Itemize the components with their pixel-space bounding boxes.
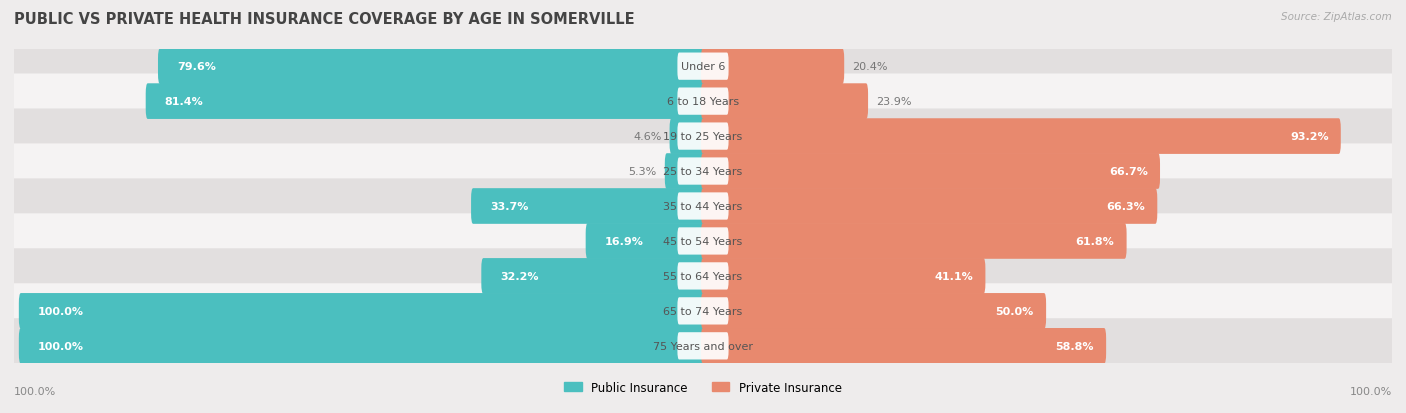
- FancyBboxPatch shape: [471, 189, 704, 224]
- Text: 35 to 44 Years: 35 to 44 Years: [664, 202, 742, 211]
- Text: Under 6: Under 6: [681, 62, 725, 72]
- FancyBboxPatch shape: [13, 179, 1393, 234]
- FancyBboxPatch shape: [678, 123, 728, 150]
- FancyBboxPatch shape: [702, 49, 844, 85]
- Text: 5.3%: 5.3%: [628, 166, 657, 177]
- Text: 50.0%: 50.0%: [995, 306, 1033, 316]
- FancyBboxPatch shape: [678, 193, 728, 220]
- Text: Source: ZipAtlas.com: Source: ZipAtlas.com: [1281, 12, 1392, 22]
- Text: 100.0%: 100.0%: [1350, 387, 1392, 396]
- Text: 100.0%: 100.0%: [38, 306, 84, 316]
- Text: 33.7%: 33.7%: [491, 202, 529, 211]
- Text: 25 to 34 Years: 25 to 34 Years: [664, 166, 742, 177]
- Text: 19 to 25 Years: 19 to 25 Years: [664, 132, 742, 142]
- FancyBboxPatch shape: [678, 332, 728, 360]
- FancyBboxPatch shape: [702, 189, 1157, 224]
- FancyBboxPatch shape: [13, 40, 1393, 95]
- FancyBboxPatch shape: [702, 119, 1341, 154]
- FancyBboxPatch shape: [586, 223, 704, 259]
- Text: 66.3%: 66.3%: [1107, 202, 1144, 211]
- FancyBboxPatch shape: [13, 249, 1393, 304]
- Text: 55 to 64 Years: 55 to 64 Years: [664, 271, 742, 281]
- FancyBboxPatch shape: [678, 158, 728, 185]
- FancyBboxPatch shape: [13, 109, 1393, 164]
- FancyBboxPatch shape: [678, 263, 728, 290]
- Text: 79.6%: 79.6%: [177, 62, 217, 72]
- FancyBboxPatch shape: [702, 293, 1046, 329]
- FancyBboxPatch shape: [146, 84, 704, 120]
- Text: 93.2%: 93.2%: [1289, 132, 1329, 142]
- FancyBboxPatch shape: [678, 53, 728, 81]
- Text: 23.9%: 23.9%: [876, 97, 911, 107]
- FancyBboxPatch shape: [157, 49, 704, 85]
- Text: 66.7%: 66.7%: [1109, 166, 1147, 177]
- FancyBboxPatch shape: [481, 259, 704, 294]
- FancyBboxPatch shape: [678, 228, 728, 255]
- FancyBboxPatch shape: [702, 84, 868, 120]
- Text: 4.6%: 4.6%: [633, 132, 661, 142]
- FancyBboxPatch shape: [665, 154, 704, 190]
- FancyBboxPatch shape: [678, 297, 728, 325]
- Text: 81.4%: 81.4%: [165, 97, 204, 107]
- FancyBboxPatch shape: [18, 328, 704, 364]
- FancyBboxPatch shape: [702, 259, 986, 294]
- FancyBboxPatch shape: [702, 223, 1126, 259]
- Legend: Public Insurance, Private Insurance: Public Insurance, Private Insurance: [560, 376, 846, 399]
- Text: 6 to 18 Years: 6 to 18 Years: [666, 97, 740, 107]
- Text: 100.0%: 100.0%: [14, 387, 56, 396]
- FancyBboxPatch shape: [18, 293, 704, 329]
- Text: 61.8%: 61.8%: [1076, 236, 1115, 247]
- FancyBboxPatch shape: [678, 88, 728, 116]
- Text: 20.4%: 20.4%: [852, 62, 887, 72]
- FancyBboxPatch shape: [702, 328, 1107, 364]
- Text: 32.2%: 32.2%: [501, 271, 538, 281]
- FancyBboxPatch shape: [13, 284, 1393, 339]
- FancyBboxPatch shape: [13, 144, 1393, 199]
- FancyBboxPatch shape: [669, 119, 704, 154]
- FancyBboxPatch shape: [13, 214, 1393, 269]
- FancyBboxPatch shape: [702, 154, 1160, 190]
- FancyBboxPatch shape: [13, 74, 1393, 129]
- Text: 45 to 54 Years: 45 to 54 Years: [664, 236, 742, 247]
- FancyBboxPatch shape: [13, 318, 1393, 373]
- Text: 100.0%: 100.0%: [38, 341, 84, 351]
- Text: 16.9%: 16.9%: [605, 236, 644, 247]
- Text: 65 to 74 Years: 65 to 74 Years: [664, 306, 742, 316]
- Text: 58.8%: 58.8%: [1056, 341, 1094, 351]
- Text: PUBLIC VS PRIVATE HEALTH INSURANCE COVERAGE BY AGE IN SOMERVILLE: PUBLIC VS PRIVATE HEALTH INSURANCE COVER…: [14, 12, 634, 27]
- Text: 75 Years and over: 75 Years and over: [652, 341, 754, 351]
- Text: 41.1%: 41.1%: [935, 271, 973, 281]
